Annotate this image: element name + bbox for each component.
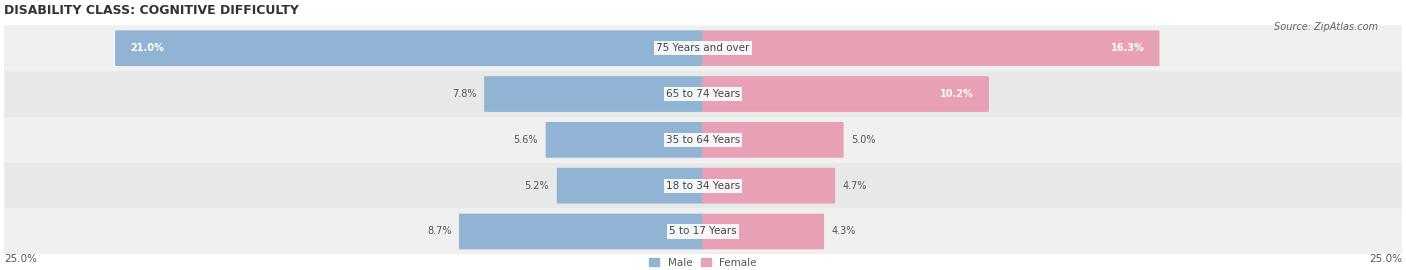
FancyBboxPatch shape bbox=[458, 214, 704, 249]
Text: 8.7%: 8.7% bbox=[427, 227, 451, 237]
Text: 10.2%: 10.2% bbox=[941, 89, 974, 99]
FancyBboxPatch shape bbox=[4, 25, 1402, 71]
FancyBboxPatch shape bbox=[546, 122, 704, 158]
Text: Source: ZipAtlas.com: Source: ZipAtlas.com bbox=[1274, 22, 1378, 32]
FancyBboxPatch shape bbox=[4, 163, 1402, 209]
Text: 5.6%: 5.6% bbox=[513, 135, 538, 145]
Text: 75 Years and over: 75 Years and over bbox=[657, 43, 749, 53]
Text: 25.0%: 25.0% bbox=[4, 254, 37, 264]
FancyBboxPatch shape bbox=[702, 214, 824, 249]
Legend: Male, Female: Male, Female bbox=[650, 258, 756, 268]
Text: DISABILITY CLASS: COGNITIVE DIFFICULTY: DISABILITY CLASS: COGNITIVE DIFFICULTY bbox=[4, 4, 299, 17]
Text: 35 to 64 Years: 35 to 64 Years bbox=[666, 135, 740, 145]
FancyBboxPatch shape bbox=[115, 30, 704, 66]
FancyBboxPatch shape bbox=[4, 209, 1402, 254]
Text: 4.3%: 4.3% bbox=[831, 227, 856, 237]
Text: 16.3%: 16.3% bbox=[1111, 43, 1144, 53]
FancyBboxPatch shape bbox=[702, 30, 1160, 66]
Text: 4.7%: 4.7% bbox=[842, 181, 868, 191]
Text: 65 to 74 Years: 65 to 74 Years bbox=[666, 89, 740, 99]
Text: 25.0%: 25.0% bbox=[1369, 254, 1402, 264]
Text: 5.2%: 5.2% bbox=[524, 181, 550, 191]
FancyBboxPatch shape bbox=[557, 168, 704, 204]
FancyBboxPatch shape bbox=[702, 122, 844, 158]
Text: 21.0%: 21.0% bbox=[129, 43, 163, 53]
Text: 5 to 17 Years: 5 to 17 Years bbox=[669, 227, 737, 237]
FancyBboxPatch shape bbox=[484, 76, 704, 112]
FancyBboxPatch shape bbox=[4, 71, 1402, 117]
FancyBboxPatch shape bbox=[702, 76, 988, 112]
FancyBboxPatch shape bbox=[702, 168, 835, 204]
Text: 18 to 34 Years: 18 to 34 Years bbox=[666, 181, 740, 191]
FancyBboxPatch shape bbox=[4, 117, 1402, 163]
Text: 7.8%: 7.8% bbox=[453, 89, 477, 99]
Text: 5.0%: 5.0% bbox=[851, 135, 876, 145]
